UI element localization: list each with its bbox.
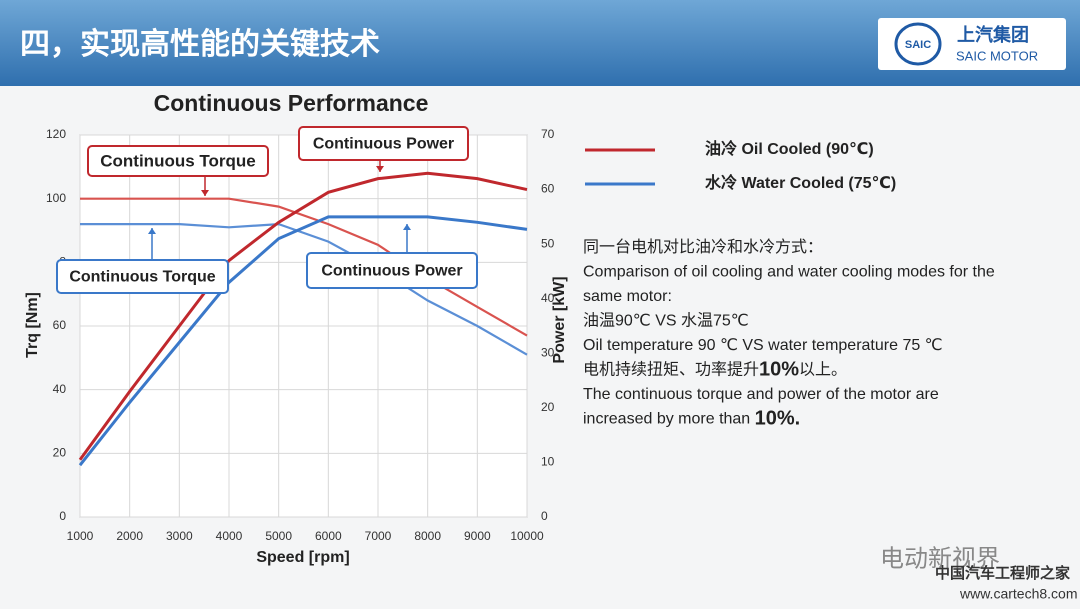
logo: SAIC [905,39,931,51]
legend-label: 油冷 Oil Cooled (90℃) [705,139,874,158]
body-run: 10% [759,359,799,381]
y2-axis-label: Power [kW] [551,276,568,363]
body-text: same motor: [583,288,672,305]
watermark-site-cn: 中国汽车工程师之家 [935,564,1070,582]
body-text: 油温90℃ VS 水温75℃ [583,312,749,330]
x-axis-label: Speed [rpm] [256,549,349,566]
y2-tick-label: 40 [541,291,555,305]
body-run: increased by more than [583,411,755,428]
body-run: 10%. [755,408,801,430]
y2-tick-label: 30 [541,345,555,359]
annotation-text: Continuous Torque [100,151,256,170]
x-tick-label: 5000 [265,529,292,543]
body-run: 以上。 [799,361,847,379]
x-tick-label: 10000 [510,529,544,543]
body-run: 同一台电机对比油冷和水冷方式： [583,238,823,256]
body-text: Oil temperature 90 ℃ VS water temperatur… [583,337,943,354]
x-tick-label: 6000 [315,529,342,543]
annotation-box [298,126,469,161]
logo-box [878,18,1066,70]
arrow-head [148,228,156,234]
watermark: 电动新视界 [880,545,1000,572]
logo-ring [894,22,942,66]
body-text: 电机持续扭矩、功率提升10%以上。 [583,359,847,381]
annotation-box [87,145,269,177]
body-text: The continuous torque and power of the m… [583,386,939,403]
y-axis-label: Trq [Nm] [24,292,41,358]
y-tick-label: 40 [53,382,67,396]
annotation-text: Continuous Torque [69,269,215,286]
series-line [80,197,528,337]
series-line [80,223,528,356]
y-tick-label: 120 [46,127,66,141]
body-run: Comparison of oil cooling and water cool… [583,264,995,281]
y2-tick-label: 70 [541,127,555,141]
watermark-site: www.cartech8.com [959,586,1077,602]
body-run: same motor: [583,288,672,305]
y-tick-label: 100 [46,191,66,205]
body-run: The continuous torque and power of the m… [583,386,939,403]
annotation-text: Continuous Power [313,136,454,153]
y2-tick-label: 50 [541,236,555,250]
x-tick-label: 9000 [464,529,491,543]
company-cn: 上汽集团 [957,24,1029,45]
x-tick-label: 2000 [116,529,143,543]
y2-tick-label: 0 [541,509,548,523]
series-line [78,215,528,467]
annotation-box [56,259,229,294]
series-line [78,171,528,461]
x-tick-label: 8000 [414,529,441,543]
chart-title: Continuous Performance [154,90,429,116]
y-tick-label: 20 [53,446,67,460]
body-run: 油温90℃ VS 水温75℃ [583,312,749,330]
slide-title: 四，实现高性能的关键技术 [20,27,380,61]
x-tick-label: 4000 [216,529,243,543]
body-text: 同一台电机对比油冷和水冷方式： [583,238,823,256]
body-text: increased by more than 10%. [583,408,800,430]
annotation-box [306,252,478,289]
x-tick-label: 7000 [365,529,392,543]
y2-tick-label: 20 [541,400,555,414]
body-text: Comparison of oil cooling and water cool… [583,264,995,281]
body-run: 电机持续扭矩、功率提升 [583,361,759,379]
y2-tick-label: 60 [541,182,555,196]
y2-tick-label: 10 [541,455,555,469]
arrow-head [376,166,384,172]
arrow-head [201,190,209,196]
annotation-text: Continuous Power [321,263,462,280]
body-run: Oil temperature 90 ℃ VS water temperatur… [583,337,943,354]
x-tick-label: 1000 [67,529,94,543]
company-en: SAIC MOTOR [956,48,1038,63]
x-tick-label: 3000 [166,529,193,543]
legend-label: 水冷 Water Cooled (75℃) [705,173,896,192]
y-tick-label: 60 [53,318,67,332]
y-tick-label: 0 [59,509,66,523]
arrow-head [403,224,411,230]
